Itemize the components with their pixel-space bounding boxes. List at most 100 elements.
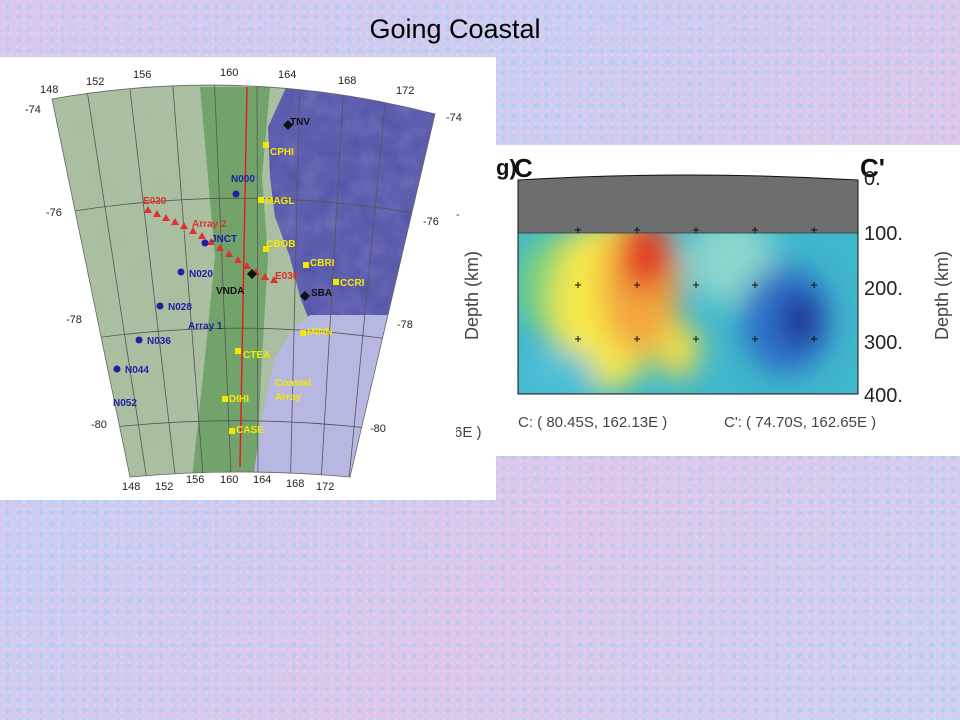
coastal-array-label-line2: Array — [275, 392, 302, 403]
lat-left-label: -80 — [91, 419, 107, 431]
station-label-n036: N036 — [147, 336, 171, 347]
lon-bottom-label: 148 — [122, 481, 140, 493]
lat-right-label: -80 — [370, 423, 386, 435]
station-dot-marker — [135, 336, 143, 344]
station-label-magl: MAGL — [265, 196, 294, 207]
lon-bottom-label: 160 — [220, 474, 238, 486]
anomaly-red — [621, 220, 671, 290]
grid-node-marker — [693, 336, 699, 342]
ocean-texture — [268, 85, 435, 322]
lon-bottom-label: 152 — [155, 481, 173, 493]
map-frame — [51, 84, 436, 478]
transantarctic-mountains — [190, 87, 270, 477]
station-triangle-marker — [270, 276, 278, 283]
lon-bottom-label: 156 — [186, 474, 204, 486]
station-label-n020: N020 — [189, 269, 213, 280]
depth-tick-0: 0. — [864, 168, 881, 190]
grid-node-marker — [575, 227, 581, 233]
depth-tick-200: 200. — [864, 278, 903, 300]
lat-left-label: -78 — [66, 314, 82, 326]
anomaly-dark-blue — [781, 292, 821, 348]
station-dot-marker — [232, 190, 240, 198]
grid-node-marker — [634, 227, 640, 233]
station-triangle-marker — [216, 244, 224, 251]
station-square-marker — [263, 142, 269, 148]
grid-node-marker — [575, 336, 581, 342]
station-label-jnct: JNCT — [211, 234, 237, 245]
latitude-labels: -74 -76 -78 -80 -74 -76 -78 -80 — [25, 104, 462, 435]
station-triangle-marker — [225, 250, 233, 257]
longitude-gridlines — [86, 85, 387, 477]
lon-top-label: 148 — [40, 84, 58, 96]
lat-right-label: -74 — [446, 112, 462, 124]
depth-tick-400: 400. — [864, 385, 903, 407]
array1-label: Array 1 — [188, 321, 223, 332]
lat-left-label: -76 — [46, 207, 62, 219]
grid-node-marker — [634, 336, 640, 342]
station-map-figure: 148 152 156 160 164 168 172 148 152 156 … — [0, 57, 496, 500]
profile-end-label: C' — [860, 153, 885, 183]
station-diamond-marker — [283, 120, 293, 130]
grid-node-marker — [811, 336, 817, 342]
neighbor-coord-fragment: 6E ) — [456, 424, 482, 441]
station-triangle-marker — [180, 222, 188, 229]
right-depth-axis-title: Depth (km) — [932, 251, 952, 340]
grid-node-marker — [634, 282, 640, 288]
station-diamond-marker — [300, 291, 310, 301]
station-label-n000: N000 — [231, 174, 255, 185]
left-depth-axis-title: Depth (km) — [462, 251, 482, 340]
lon-bottom-label: 164 — [253, 474, 271, 486]
station-label-e030-west: E030 — [143, 196, 167, 207]
red-station-labels: E030 E030 — [143, 196, 299, 282]
slide-title: Going Coastal — [369, 14, 541, 44]
lon-bottom-label: 172 — [316, 481, 334, 493]
lon-top-label: 156 — [133, 69, 151, 81]
start-coordinate: C: ( 80.45S, 162.13E ) — [518, 414, 667, 431]
station-square-marker — [300, 330, 306, 336]
lon-top-label: 164 — [278, 69, 296, 81]
station-triangle-marker — [162, 214, 170, 221]
station-square-marker — [235, 348, 241, 354]
lat-right-label: -78 — [397, 319, 413, 331]
end-coordinate: C': ( 74.70S, 162.65E ) — [724, 414, 876, 431]
station-dot-marker — [156, 302, 164, 310]
grid-node-marker — [752, 227, 758, 233]
yellow-station-labels: CPHI MAGL CBOB CBRI CCRI MINN CTEA DIHI … — [229, 147, 365, 436]
station-triangle-marker — [171, 218, 179, 225]
anomaly-yellow-deep — [656, 322, 700, 378]
depth-tick-100: 100. — [864, 223, 903, 245]
grid-node-marker — [693, 227, 699, 233]
station-triangle-marker — [234, 256, 242, 263]
array2-triangles — [144, 206, 278, 283]
station-triangle-marker — [189, 227, 197, 234]
station-label-ccri: CCRI — [340, 278, 365, 289]
section-frame — [517, 174, 859, 395]
station-label-sba: SBA — [311, 288, 332, 299]
station-dot-marker — [177, 268, 185, 276]
grid-node-marker — [693, 282, 699, 288]
station-diamond-marker — [247, 269, 257, 279]
station-square-marker — [258, 197, 264, 203]
station-label-cbob: CBOB — [266, 239, 295, 250]
station-label-minn: MINN — [307, 327, 333, 338]
left-depth-axis: Depth (km) — [462, 251, 482, 340]
profile-line — [239, 86, 248, 468]
lon-top-label: 168 — [338, 75, 356, 87]
profile-start-label: C — [514, 153, 533, 183]
grid-node-marker — [752, 282, 758, 288]
blue-station-labels: N000 JNCT N020 N028 N036 N044 N052 — [113, 174, 255, 409]
station-dot-marker — [201, 239, 209, 247]
grid-node-marker — [811, 282, 817, 288]
station-triangle-marker — [261, 273, 269, 280]
station-square-marker — [222, 396, 228, 402]
grid-node-marker — [575, 282, 581, 288]
array2-label: Array 2 — [192, 219, 227, 230]
station-label-n028: N028 — [168, 302, 192, 313]
station-square-marker — [229, 428, 235, 434]
lon-top-label: 160 — [220, 67, 238, 79]
anomaly-cyan-deep — [518, 350, 596, 394]
station-label-n052: N052 — [113, 398, 137, 409]
longitude-labels-top: 148 152 156 160 164 168 172 — [40, 67, 414, 97]
station-label-e030-east: E030 — [275, 271, 299, 282]
depth-tick-300: 300. — [864, 332, 903, 354]
